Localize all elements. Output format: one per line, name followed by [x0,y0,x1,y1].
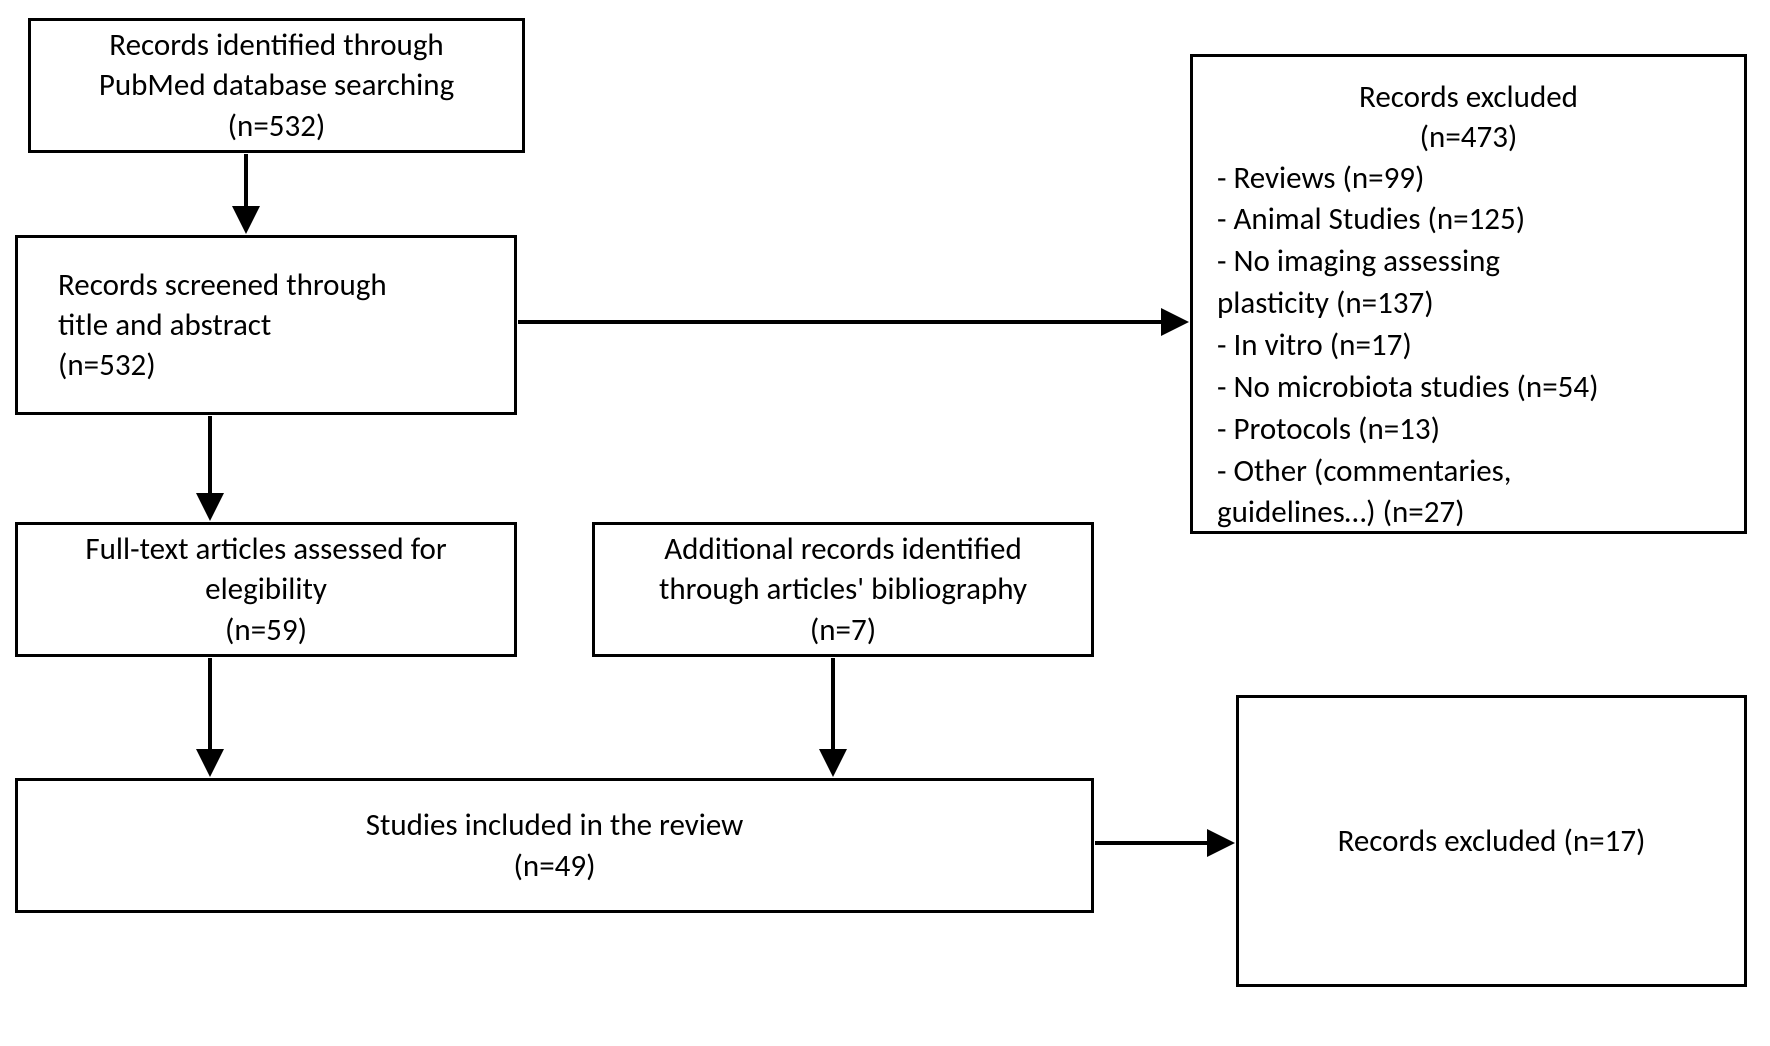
node-excluded1-item-3: - No imaging assessing [1217,241,1720,283]
node-excluded1-item-4: plasticity (n=137) [1217,283,1720,325]
node-excluded1-item-7: - Protocols (n=13) [1217,409,1720,451]
node-excluded1-item-5: - In vitro (n=17) [1217,325,1720,367]
node-identified-line-2: PubMed database searching [49,65,504,105]
node-additional-line-1: Additional records identified [613,529,1073,569]
node-excluded1-item-9: guidelines…) (n=27) [1217,492,1720,534]
node-fulltext-line-2: elegibility [36,569,496,609]
node-identified-line-3: (n=532) [49,106,504,146]
node-excluded1-item-8: - Other (commentaries, [1217,451,1720,493]
node-screened: Records screened through title and abstr… [15,235,517,415]
node-included: Studies included in the review (n=49) [15,778,1094,913]
node-excluded1-item-6: - No microbiota studies (n=54) [1217,367,1720,409]
node-additional: Additional records identified through ar… [592,522,1094,657]
node-screened-line-2: title and abstract [58,305,496,345]
node-additional-line-3: (n=7) [613,610,1073,650]
node-additional-line-2: through articles' bibliography [613,569,1073,609]
node-excluded1-item-1: - Reviews (n=99) [1217,158,1720,200]
node-identified-line-1: Records identified through [49,25,504,65]
node-fulltext-line-3: (n=59) [36,610,496,650]
node-excluded1: Records excluded (n=473) - Reviews (n=99… [1190,54,1747,534]
node-excluded1-header-2: (n=473) [1217,117,1720,157]
node-identified: Records identified through PubMed databa… [28,18,525,153]
node-screened-line-3: (n=532) [58,345,496,385]
node-excluded2: Records excluded (n=17) [1236,695,1747,987]
node-fulltext: Full-text articles assessed for elegibil… [15,522,517,657]
node-excluded1-header-1: Records excluded [1217,77,1720,117]
node-screened-line-1: Records screened through [58,265,496,305]
node-excluded2-line-1: Records excluded (n=17) [1257,821,1726,861]
node-included-line-1: Studies included in the review [36,805,1073,845]
node-included-line-2: (n=49) [36,846,1073,886]
node-fulltext-line-1: Full-text articles assessed for [36,529,496,569]
node-excluded1-item-2: - Animal Studies (n=125) [1217,199,1720,241]
